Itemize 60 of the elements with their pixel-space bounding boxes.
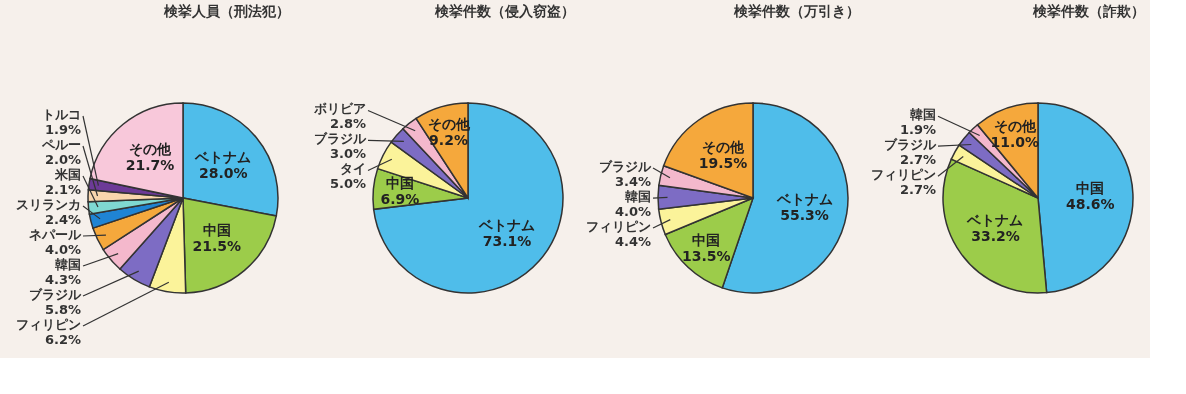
pie-slice (372, 102, 564, 294)
slice-label: フィリピン (586, 219, 651, 235)
data-label: 5.0% (329, 176, 366, 192)
data-label: 21.5% (192, 237, 242, 254)
data-label: 55.3% (780, 206, 829, 223)
slice-label: ペルー (41, 137, 81, 152)
chart-title: 検挙件数（侵入窃盗） (434, 3, 575, 19)
data-label: 48.6% (1065, 195, 1115, 212)
data-label: 13.5% (681, 247, 731, 264)
slice-label: ネパール (29, 227, 82, 242)
data-label: 4.4% (614, 234, 651, 250)
data-label: 2.8% (329, 116, 366, 132)
data-label: 1.9% (44, 122, 81, 137)
slice-label: ブラジル (599, 159, 652, 175)
data-label: 4.3% (44, 272, 81, 287)
slice-label: タイ (340, 161, 366, 177)
slice-label: その他 (701, 139, 745, 156)
data-label: 4.0% (44, 242, 81, 257)
slice-label: 中国 (202, 221, 231, 238)
slice-label: ベトナム (478, 216, 536, 233)
slice-label: 中国 (385, 175, 414, 192)
chart-title: 検挙件数（詐欺） (1032, 3, 1145, 19)
data-label: 2.0% (44, 152, 81, 167)
data-label: 3.4% (614, 174, 651, 190)
slice-label: ベトナム (194, 148, 252, 165)
slice-label: 中国 (692, 231, 721, 248)
data-label: 4.0% (614, 204, 651, 220)
slice-label: ベトナム (775, 190, 833, 207)
data-label: 2.7% (899, 152, 936, 168)
slice-label: ブラジル (884, 137, 937, 153)
slice-label: 韓国 (55, 257, 81, 272)
data-label: 19.5% (698, 155, 748, 172)
slice-label: ベトナム (966, 212, 1024, 229)
slice-label: 韓国 (625, 189, 651, 205)
data-label: 3.0% (329, 146, 366, 162)
data-label: 6.2% (44, 332, 81, 347)
data-label: 6.9% (380, 191, 420, 208)
data-label: 28.0% (199, 164, 248, 181)
data-label: 33.2% (971, 228, 1020, 245)
slice-label: スリランカ (16, 197, 81, 212)
slice-label: その他 (993, 117, 1037, 134)
slice-label: 韓国 (910, 107, 936, 123)
data-label: 1.9% (899, 122, 936, 138)
slice-label: トルコ (42, 107, 81, 122)
slice-label: フィリピン (16, 317, 81, 332)
slice-label: フィリピン (871, 167, 936, 183)
slice-label: ブラジル (314, 131, 367, 147)
slice-label: ブラジル (29, 287, 82, 302)
data-label: 2.7% (899, 182, 936, 198)
data-label: 21.7% (125, 157, 175, 174)
slice-label: 米国 (54, 167, 81, 182)
data-label: 2.1% (44, 182, 81, 197)
data-label: 73.1% (482, 232, 532, 249)
chart-title: 検挙件数（万引き） (733, 3, 860, 19)
data-label: 2.4% (44, 212, 81, 227)
slice-label: ボリビア (313, 101, 366, 117)
slice-label: その他 (129, 141, 173, 158)
data-label: 5.8% (44, 302, 81, 317)
chart-title: 検挙人員（刑法犯） (163, 3, 290, 19)
slice-label: 中国 (1076, 179, 1105, 196)
